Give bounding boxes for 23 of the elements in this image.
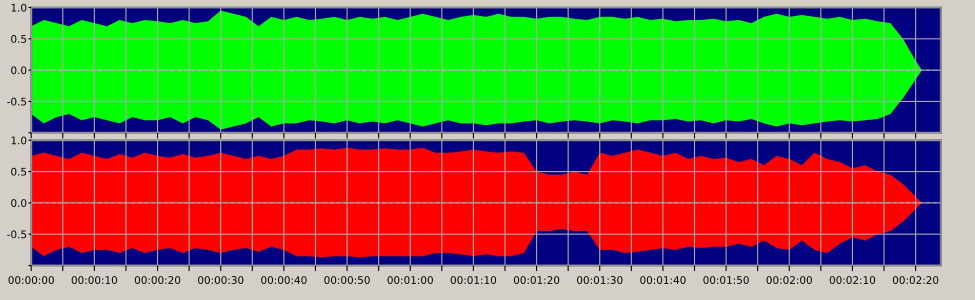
y-tick-label: 0.0: [11, 199, 26, 207]
y-tick-label: 0.5: [11, 168, 26, 176]
x-tick-label: 00:01:40: [640, 276, 686, 284]
x-tick-label: 00:00:10: [72, 276, 118, 284]
x-tick-label: 00:01:20: [514, 276, 560, 284]
x-tick-label: 00:02:20: [892, 276, 938, 284]
x-tick-label: 00:00:30: [198, 276, 244, 284]
x-tick-label: 00:01:10: [450, 276, 496, 284]
x-tick-label: 00:00:50: [324, 276, 370, 284]
x-tick-label: 00:01:00: [388, 276, 433, 284]
y-tick-label: 1.0: [12, 4, 26, 12]
y-tick-label: 1.0: [12, 136, 26, 144]
x-tick-label: 00:02:10: [830, 276, 876, 284]
y-tick-label: -0.5: [7, 98, 26, 106]
x-tick-label: 00:02:00: [766, 276, 812, 284]
y-tick-label: 0.5: [11, 35, 26, 43]
x-tick-label: 00:00:00: [8, 276, 54, 284]
y-tick-label: 0.0: [11, 66, 26, 74]
x-tick-label: 00:00:40: [261, 276, 307, 284]
x-tick-label: 00:00:20: [134, 276, 180, 284]
y-tick-label: -0.5: [7, 230, 26, 238]
x-tick-label: 00:01:30: [577, 276, 622, 284]
x-tick-label: 00:01:50: [703, 276, 749, 284]
